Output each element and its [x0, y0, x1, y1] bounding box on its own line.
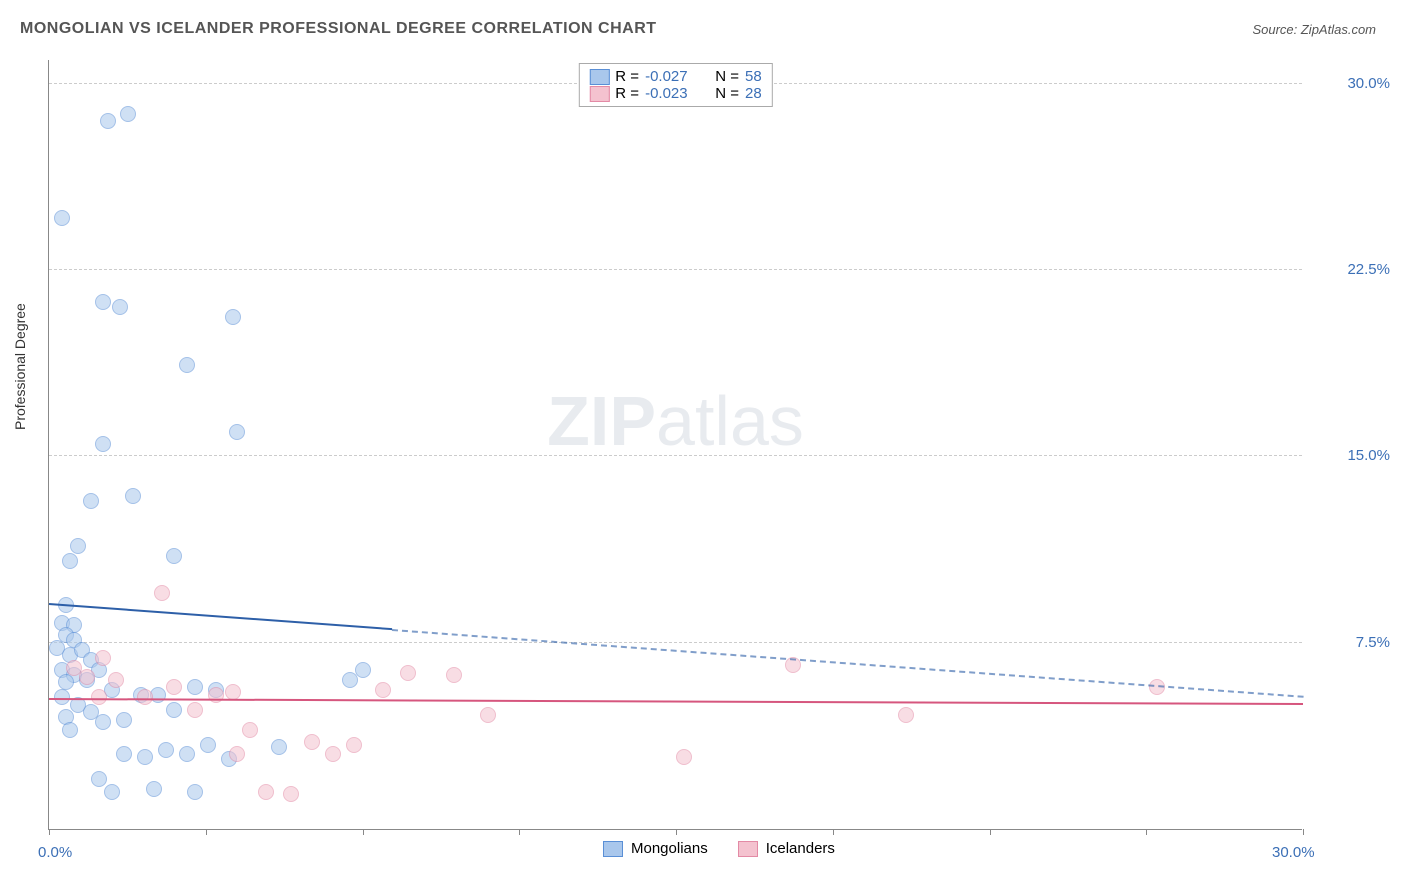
data-point	[120, 106, 136, 122]
x-tick	[206, 829, 207, 835]
x-tick-label: 0.0%	[38, 844, 72, 861]
data-point	[95, 714, 111, 730]
data-point	[325, 746, 341, 762]
data-point	[225, 309, 241, 325]
data-point	[676, 749, 692, 765]
legend-r-value: -0.027	[645, 68, 705, 85]
data-point	[158, 742, 174, 758]
x-tick	[990, 829, 991, 835]
data-point	[446, 667, 462, 683]
gridline	[49, 455, 1302, 456]
gridline	[49, 642, 1302, 643]
data-point	[95, 294, 111, 310]
data-point	[229, 424, 245, 440]
legend-n-value: 28	[745, 85, 762, 102]
plot-area: ZIPatlas R = -0.027 N = 58 R = -0.023 N = 28	[48, 60, 1302, 830]
x-tick	[363, 829, 364, 835]
legend-series: Mongolians Icelanders	[603, 840, 835, 857]
y-tick-label: 30.0%	[1310, 75, 1390, 92]
x-tick	[833, 829, 834, 835]
data-point	[898, 707, 914, 723]
data-point	[283, 786, 299, 802]
data-point	[304, 734, 320, 750]
data-point	[187, 679, 203, 695]
data-point	[116, 746, 132, 762]
y-tick-label: 7.5%	[1310, 634, 1390, 651]
data-point	[95, 436, 111, 452]
legend-swatch	[589, 86, 609, 102]
data-point	[95, 650, 111, 666]
data-point	[179, 357, 195, 373]
data-point	[480, 707, 496, 723]
trend-line	[49, 698, 1303, 705]
watermark-light: atlas	[656, 382, 804, 460]
data-point	[229, 746, 245, 762]
legend-r-label: R =	[615, 85, 639, 102]
data-point	[187, 784, 203, 800]
data-point	[375, 682, 391, 698]
x-tick-label: 30.0%	[1272, 844, 1315, 861]
legend-item: Mongolians	[603, 840, 708, 857]
data-point	[271, 739, 287, 755]
data-point	[166, 702, 182, 718]
data-point	[79, 669, 95, 685]
y-axis-label: Professional Degree	[12, 303, 28, 430]
data-point	[137, 749, 153, 765]
x-tick	[519, 829, 520, 835]
x-tick	[1146, 829, 1147, 835]
chart-container: MONGOLIAN VS ICELANDER PROFESSIONAL DEGR…	[0, 0, 1406, 892]
trend-line-dashed	[392, 629, 1303, 698]
data-point	[146, 781, 162, 797]
data-point	[91, 771, 107, 787]
legend-n-label: N =	[711, 68, 739, 85]
legend-n-value: 58	[745, 68, 762, 85]
legend-r-label: R =	[615, 68, 639, 85]
data-point	[62, 553, 78, 569]
legend-swatch	[589, 69, 609, 85]
gridline	[49, 269, 1302, 270]
legend-r-value: -0.023	[645, 85, 705, 102]
data-point	[108, 672, 124, 688]
data-point	[346, 737, 362, 753]
data-point	[58, 674, 74, 690]
legend-series-name: Mongolians	[631, 840, 708, 857]
data-point	[112, 299, 128, 315]
x-tick	[1303, 829, 1304, 835]
data-point	[200, 737, 216, 753]
data-point	[187, 702, 203, 718]
x-tick	[676, 829, 677, 835]
data-point	[83, 493, 99, 509]
watermark: ZIPatlas	[547, 381, 804, 461]
data-point	[62, 722, 78, 738]
legend-stat-row: R = -0.027 N = 58	[589, 68, 761, 85]
legend-swatch	[603, 841, 623, 857]
legend-item: Icelanders	[738, 840, 835, 857]
data-point	[100, 113, 116, 129]
legend-series-name: Icelanders	[766, 840, 835, 857]
y-tick-label: 22.5%	[1310, 261, 1390, 278]
data-point	[154, 585, 170, 601]
legend-stat-row: R = -0.023 N = 28	[589, 85, 761, 102]
data-point	[242, 722, 258, 738]
watermark-bold: ZIP	[547, 382, 656, 460]
data-point	[54, 210, 70, 226]
data-point	[258, 784, 274, 800]
legend-stats: R = -0.027 N = 58 R = -0.023 N = 28	[578, 63, 772, 107]
data-point	[125, 488, 141, 504]
data-point	[179, 746, 195, 762]
data-point	[70, 538, 86, 554]
data-point	[355, 662, 371, 678]
data-point	[166, 548, 182, 564]
data-point	[104, 784, 120, 800]
y-tick-label: 15.0%	[1310, 447, 1390, 464]
source-label: Source: ZipAtlas.com	[1252, 22, 1376, 37]
data-point	[166, 679, 182, 695]
x-tick	[49, 829, 50, 835]
legend-swatch	[738, 841, 758, 857]
chart-title: MONGOLIAN VS ICELANDER PROFESSIONAL DEGR…	[20, 20, 657, 38]
data-point	[400, 665, 416, 681]
data-point	[116, 712, 132, 728]
legend-n-label: N =	[711, 85, 739, 102]
trend-line	[49, 603, 392, 630]
